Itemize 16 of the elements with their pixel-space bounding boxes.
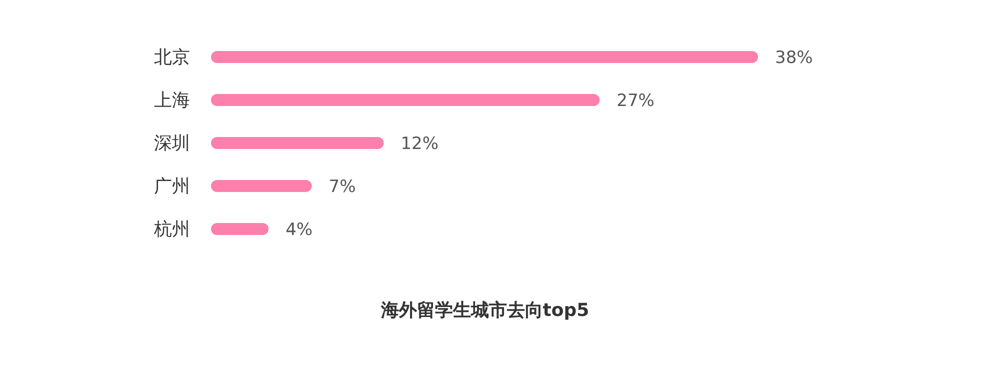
data-label: 12% bbox=[400, 134, 439, 154]
bar bbox=[211, 223, 269, 235]
text: 海外留学生城市去向top5 bbox=[380, 300, 590, 321]
bar bbox=[211, 51, 758, 63]
data-label: 4% bbox=[286, 220, 313, 240]
data-label: 38% bbox=[775, 48, 813, 68]
y-tick-label: 深圳 bbox=[154, 133, 190, 154]
y-tick-label: 广州 bbox=[154, 176, 190, 197]
bar bbox=[211, 180, 312, 192]
bar bbox=[211, 94, 600, 106]
data-label: 27% bbox=[616, 91, 654, 111]
y-tick-label: 上海 bbox=[154, 90, 190, 111]
bar bbox=[211, 137, 384, 149]
data-label: 7% bbox=[328, 177, 356, 197]
y-tick-label: 北京 bbox=[154, 47, 190, 68]
y-tick-label: 杭州 bbox=[153, 219, 190, 240]
